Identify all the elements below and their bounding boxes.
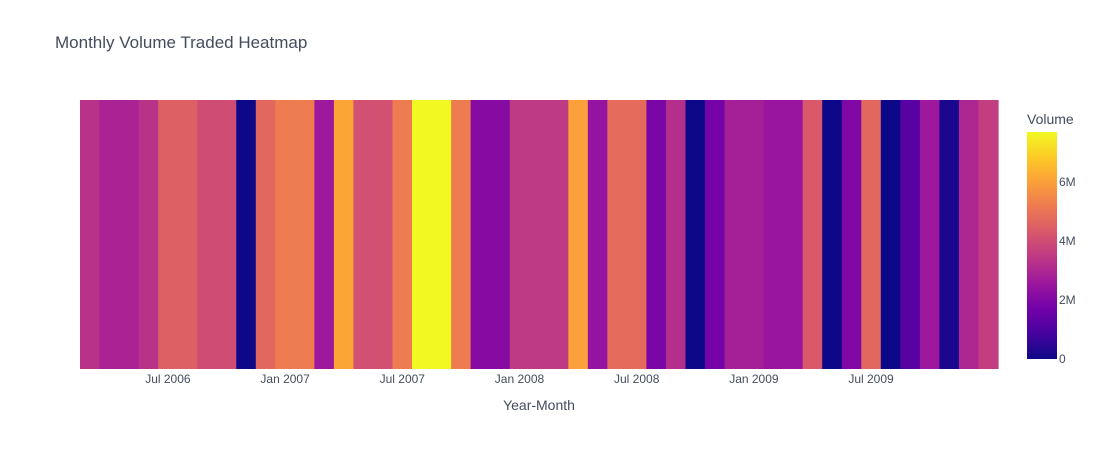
chart-title: Monthly Volume Traded Heatmap	[55, 33, 308, 52]
heatmap-cell-2007-08	[412, 100, 433, 369]
heatmap-cell-2010-01	[978, 100, 999, 369]
heatmap-cell-2007-02	[294, 100, 315, 369]
heatmap-cell-2007-01	[275, 100, 296, 369]
heatmap-cell-2006-07	[158, 100, 179, 369]
colorbar-tick-label: 6M	[1059, 175, 1076, 189]
heatmap-cell-2006-11	[236, 100, 257, 369]
x-tick-label: Jul 2009	[848, 372, 894, 386]
heatmap-cell-2009-09	[900, 100, 921, 369]
heatmap-cell-2008-10	[685, 100, 706, 369]
heatmap-cell-2006-03	[80, 100, 101, 369]
heatmap-cell-2007-12	[490, 100, 511, 369]
heatmap-cell-2009-06	[841, 100, 862, 369]
plot-area	[80, 100, 999, 369]
heatmap-cell-2006-06	[138, 100, 159, 369]
heatmap-cell-2007-06	[372, 100, 394, 369]
colorbar-title: Volume	[1027, 111, 1074, 127]
heatmap-cell-2008-12	[724, 100, 745, 369]
heatmap-cell-2007-05	[353, 100, 374, 369]
heatmap-cell-2008-09	[665, 100, 687, 369]
heatmap-cell-2006-10	[216, 100, 237, 369]
heatmap-cell-2007-10	[451, 100, 472, 369]
heatmap-cell-2009-12	[958, 100, 980, 369]
x-tick-label: Jul 2006	[145, 372, 191, 386]
heatmap-cell-2009-03	[783, 100, 804, 369]
heatmap-cell-2007-04	[333, 100, 355, 369]
heatmap-cell-2007-11	[470, 100, 491, 369]
heatmap-cell-2007-09	[431, 100, 452, 369]
heatmap-cell-2009-11	[939, 100, 960, 369]
heatmap-cell-2008-06	[607, 100, 628, 369]
colorbar-tick-label: 4M	[1059, 234, 1076, 248]
heatmap-cell-2006-09	[197, 100, 218, 369]
heatmap-cell-2008-05	[587, 100, 608, 369]
heatmap-cell-2009-02	[763, 100, 784, 369]
x-tick-label: Jan 2007	[260, 372, 310, 386]
heatmap-cell-2009-10	[919, 100, 940, 369]
x-tick-label: Jul 2007	[380, 372, 426, 386]
heatmap-cell-2008-04	[568, 100, 589, 369]
colorbar-gradient	[1027, 132, 1057, 359]
heatmap-cell-2008-02	[529, 100, 550, 369]
heatmap-cell-2009-08	[880, 100, 901, 369]
heatmap-cell-2008-03	[548, 100, 569, 369]
heatmap-cell-2007-07	[392, 100, 413, 369]
colorbar: Volume 0 2M 4M 6M	[1027, 111, 1076, 366]
heatmap-cell-2008-07	[626, 100, 648, 369]
heatmap-cell-2006-04	[99, 100, 120, 369]
colorbar-ticks: 0 2M 4M 6M	[1059, 175, 1076, 366]
heatmap-cell-2009-04	[802, 100, 823, 369]
heatmap-cell-2009-07	[861, 100, 882, 369]
x-tick-label: Jul 2008	[614, 372, 660, 386]
heatmap-cell-2008-11	[705, 100, 726, 369]
colorbar-tick-label: 0	[1059, 352, 1066, 366]
x-axis-title: Year-Month	[503, 397, 575, 413]
heatmap-cell-2007-03	[314, 100, 335, 369]
x-tick-label: Jan 2009	[729, 372, 779, 386]
x-axis: Jul 2006 Jan 2007 Jul 2007 Jan 2008 Jul 2008…	[145, 372, 894, 386]
heatmap-cell-2009-05	[822, 100, 843, 369]
heatmap-cell-2006-05	[119, 100, 140, 369]
heatmap-cell-2008-08	[646, 100, 667, 369]
colorbar-tick-label: 2M	[1059, 293, 1076, 307]
heatmap-cell-2006-08	[177, 100, 198, 369]
x-tick-label: Jan 2008	[495, 372, 545, 386]
heatmap-cell-2008-01	[509, 100, 530, 369]
heatmap-cell-2006-12	[255, 100, 276, 369]
heatmap-cell-2009-01	[744, 100, 765, 369]
